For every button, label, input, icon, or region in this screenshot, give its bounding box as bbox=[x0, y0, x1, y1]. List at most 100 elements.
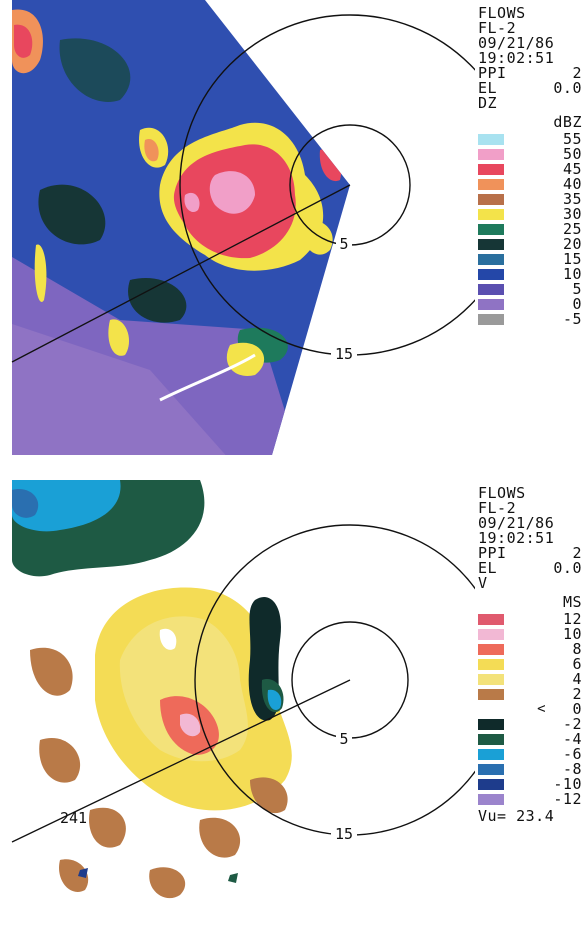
legend-row: 40 bbox=[478, 177, 582, 192]
legend-swatch bbox=[478, 299, 504, 310]
velocity-radial-line bbox=[11, 679, 351, 843]
legend-value: 25 bbox=[562, 220, 582, 238]
legend-swatch bbox=[478, 644, 504, 655]
legend-swatch bbox=[478, 314, 504, 325]
reflectivity-echo-field bbox=[12, 0, 350, 455]
legend-row: 12 bbox=[478, 612, 582, 627]
ppi-value: 2 bbox=[572, 544, 582, 562]
legend-value: 55 bbox=[562, 130, 582, 148]
elevation-value: 0.0 bbox=[553, 559, 582, 577]
legend-swatch bbox=[478, 134, 504, 145]
legend-value: 8 bbox=[572, 640, 582, 658]
legend-row: 55 bbox=[478, 132, 582, 147]
legend-row: -4 bbox=[478, 732, 582, 747]
legend-row: 8 bbox=[478, 642, 582, 657]
legend-value: 40 bbox=[562, 175, 582, 193]
legend-row: -5 bbox=[478, 312, 582, 327]
legend-row: 6 bbox=[478, 657, 582, 672]
legend-value: 6 bbox=[572, 655, 582, 673]
legend-value: -10 bbox=[553, 775, 582, 793]
legend-swatch bbox=[478, 719, 504, 730]
scan-time: 19:02:51 bbox=[478, 529, 555, 547]
legend-value: -12 bbox=[553, 790, 582, 808]
elevation-row: EL 0.0 bbox=[478, 561, 582, 576]
project-name: FLOWS bbox=[478, 484, 526, 502]
legend-swatch bbox=[478, 254, 504, 265]
legend-row: 30 bbox=[478, 207, 582, 222]
legend-row: 2 bbox=[478, 687, 582, 702]
legend-row: 15 bbox=[478, 252, 582, 267]
ppi-row: PPI 2 bbox=[478, 546, 582, 561]
legend-swatch bbox=[478, 629, 504, 640]
reflectivity-info-panel: FLOWS FL-2 09/21/86 19:02:51 PPI 2 EL 0.… bbox=[478, 6, 582, 327]
legend-value: -8 bbox=[562, 760, 582, 778]
project-name: FLOWS bbox=[478, 4, 526, 22]
legend-value: -4 bbox=[562, 730, 582, 748]
velocity-info-panel: FLOWS FL-2 09/21/86 19:02:51 PPI 2 EL 0.… bbox=[478, 486, 582, 824]
velocity-panel: 241 5 15 FLOWS FL-2 09/21/86 19:02:51 PP… bbox=[0, 480, 585, 920]
legend-swatch bbox=[478, 284, 504, 295]
legend-row: -6 bbox=[478, 747, 582, 762]
field-name: V bbox=[478, 574, 488, 592]
legend-swatch bbox=[478, 614, 504, 625]
vu-value: 23.4 bbox=[516, 807, 555, 825]
legend-swatch bbox=[478, 689, 504, 700]
legend-value: 2 bbox=[572, 685, 582, 703]
legend-row: -12 bbox=[478, 792, 582, 807]
legend-row: -10 bbox=[478, 777, 582, 792]
legend-value: -2 bbox=[562, 715, 582, 733]
ppi-label: PPI bbox=[478, 544, 507, 562]
legend-row: -8 bbox=[478, 762, 582, 777]
legend-value: 0 bbox=[572, 700, 582, 718]
radar-id: FL-2 bbox=[478, 19, 517, 37]
legend-value: 15 bbox=[562, 250, 582, 268]
legend-value: 45 bbox=[562, 160, 582, 178]
legend-value: 5 bbox=[572, 280, 582, 298]
vu-label: Vu= bbox=[478, 807, 507, 825]
scan-time: 19:02:51 bbox=[478, 49, 555, 67]
ppi-label: PPI bbox=[478, 64, 507, 82]
elevation-value: 0.0 bbox=[553, 79, 582, 97]
legend-value: 4 bbox=[572, 670, 582, 688]
legend-value: 12 bbox=[562, 610, 582, 628]
legend-value: 50 bbox=[562, 145, 582, 163]
legend-swatch bbox=[478, 794, 504, 805]
legend-unit: dBZ bbox=[553, 113, 582, 131]
legend-row: 20 bbox=[478, 237, 582, 252]
legend-swatch bbox=[478, 269, 504, 280]
legend-swatch bbox=[478, 749, 504, 760]
legend-value: -6 bbox=[562, 745, 582, 763]
legend-row: 4 bbox=[478, 672, 582, 687]
legend-value: -5 bbox=[562, 310, 582, 328]
legend-value: 20 bbox=[562, 235, 582, 253]
legend-unit: MS bbox=[562, 593, 582, 611]
legend-value: 35 bbox=[562, 190, 582, 208]
scan-date: 09/21/86 bbox=[478, 34, 555, 52]
legend-row: 10 bbox=[478, 267, 582, 282]
legend-row: 0 bbox=[478, 297, 582, 312]
legend-swatch bbox=[478, 209, 504, 220]
ring-label-5: 5 bbox=[339, 235, 348, 253]
legend-value: 10 bbox=[562, 625, 582, 643]
velocity-ring-label-5: 5 bbox=[339, 730, 348, 748]
legend-swatch bbox=[478, 659, 504, 670]
legend-swatch bbox=[478, 164, 504, 175]
radial-azimuth-label: 241 bbox=[60, 809, 87, 827]
field-name: DZ bbox=[478, 94, 498, 112]
elevation-label: EL bbox=[478, 79, 498, 97]
legend-value: 30 bbox=[562, 205, 582, 223]
legend-swatch bbox=[478, 779, 504, 790]
legend-row: -2 bbox=[478, 717, 582, 732]
zero-marker: < bbox=[537, 701, 546, 717]
legend-row: 35 bbox=[478, 192, 582, 207]
legend-row: 45 bbox=[478, 162, 582, 177]
legend-row: 5 bbox=[478, 282, 582, 297]
legend-swatch bbox=[478, 224, 504, 235]
reflectivity-ppi-image: 5 15 bbox=[11, 0, 475, 455]
elevation-row: EL 0.0 bbox=[478, 81, 582, 96]
legend-swatch bbox=[478, 734, 504, 745]
legend-swatch bbox=[478, 179, 504, 190]
legend-row: <0 bbox=[478, 702, 582, 717]
velocity-ppi-image: 241 5 15 bbox=[11, 480, 475, 920]
ring-label-15: 15 bbox=[335, 345, 353, 363]
